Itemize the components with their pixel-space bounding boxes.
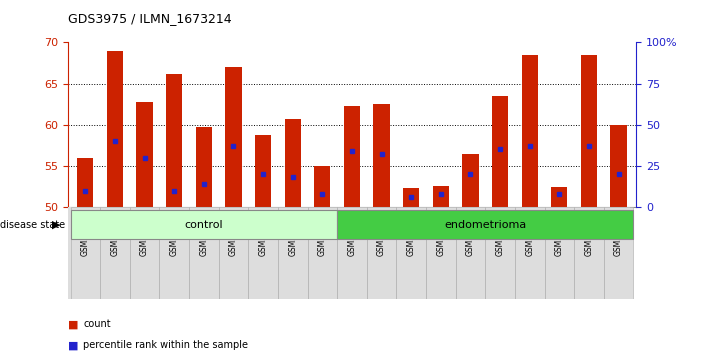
Text: GSM572759: GSM572759	[525, 210, 534, 256]
Bar	[373, 104, 390, 207]
Bar	[367, 207, 397, 299]
Text: GSM572756: GSM572756	[199, 210, 208, 256]
Text: GSM572750: GSM572750	[437, 210, 445, 256]
Text: GSM572758: GSM572758	[496, 210, 505, 256]
Bar	[485, 207, 515, 299]
Text: GSM572747: GSM572747	[348, 210, 356, 256]
Bar	[522, 55, 538, 207]
Bar	[159, 207, 189, 299]
Bar	[314, 166, 331, 207]
Text: GSM572755: GSM572755	[170, 210, 178, 256]
Text: ▶: ▶	[52, 220, 60, 230]
Bar	[397, 207, 426, 299]
Text: ■: ■	[68, 341, 78, 350]
Bar	[189, 207, 219, 299]
Bar	[462, 154, 479, 207]
Bar	[129, 207, 159, 299]
Bar	[278, 207, 307, 299]
Bar	[433, 186, 449, 207]
Bar	[255, 135, 271, 207]
Text: GSM572749: GSM572749	[407, 210, 416, 256]
Bar	[337, 207, 367, 299]
Bar	[515, 207, 545, 299]
Bar	[492, 96, 508, 207]
Bar	[70, 207, 100, 299]
Bar	[581, 55, 597, 207]
Bar	[456, 207, 485, 299]
Bar	[426, 207, 456, 299]
Bar	[545, 207, 574, 299]
Bar	[551, 187, 567, 207]
Text: count: count	[83, 319, 111, 329]
Text: GSM572764: GSM572764	[318, 210, 327, 256]
Text: GSM572751: GSM572751	[466, 210, 475, 256]
Text: GSM572753: GSM572753	[110, 210, 119, 256]
Bar	[344, 106, 360, 207]
Text: GSM572762: GSM572762	[288, 210, 297, 256]
Text: GSM572752: GSM572752	[81, 210, 90, 256]
Text: GSM572765: GSM572765	[614, 210, 623, 256]
Text: GSM572757: GSM572757	[229, 210, 238, 256]
Text: GSM572763: GSM572763	[584, 210, 594, 256]
Bar	[137, 102, 153, 207]
Bar	[284, 119, 301, 207]
Text: GSM572760: GSM572760	[555, 210, 564, 256]
Text: GSM572754: GSM572754	[140, 210, 149, 256]
Text: ■: ■	[68, 319, 78, 329]
Bar	[604, 207, 634, 299]
Bar	[100, 207, 129, 299]
Text: endometrioma: endometrioma	[444, 220, 526, 230]
Text: GSM572761: GSM572761	[259, 210, 267, 256]
Bar	[225, 67, 242, 207]
Bar	[403, 188, 419, 207]
Text: disease state: disease state	[0, 220, 65, 230]
Bar	[196, 127, 212, 207]
Bar	[611, 125, 626, 207]
Bar	[307, 207, 337, 299]
Text: GDS3975 / ILMN_1673214: GDS3975 / ILMN_1673214	[68, 12, 231, 25]
Bar	[77, 158, 93, 207]
Bar	[337, 210, 634, 239]
Bar	[166, 74, 182, 207]
Text: control: control	[185, 220, 223, 230]
Text: percentile rank within the sample: percentile rank within the sample	[83, 341, 248, 350]
Bar	[107, 51, 123, 207]
Bar	[248, 207, 278, 299]
Bar	[219, 207, 248, 299]
Bar	[70, 210, 337, 239]
Text: GSM572748: GSM572748	[377, 210, 386, 256]
Bar	[574, 207, 604, 299]
